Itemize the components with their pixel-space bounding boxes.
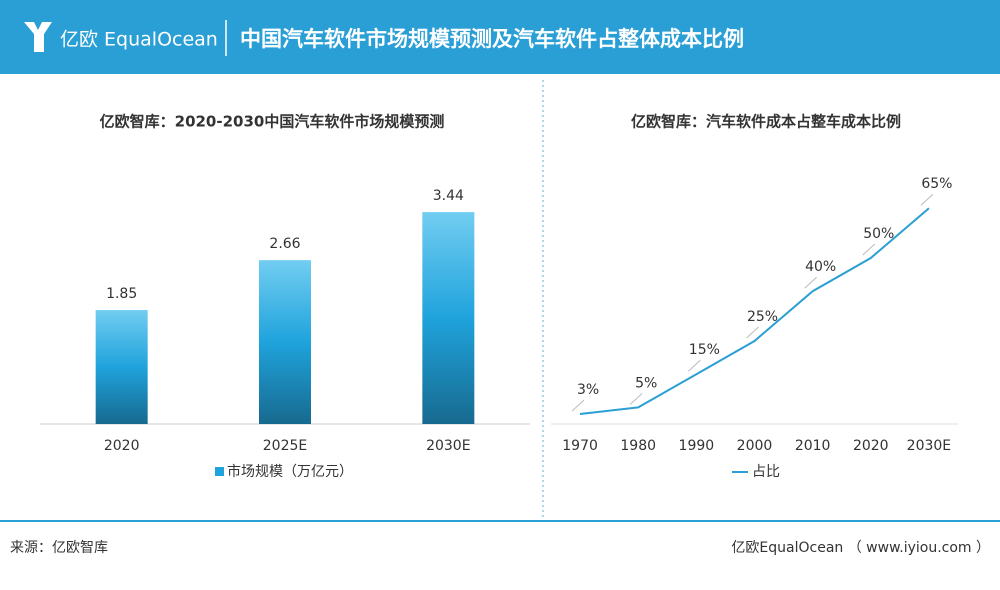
leader-line: [629, 393, 643, 405]
bar: [95, 310, 148, 424]
x-tick-label: 1980: [620, 438, 656, 454]
data-label: 5%: [635, 375, 657, 391]
legend-label: 占比: [752, 464, 780, 480]
x-tick-label: 2010: [795, 438, 831, 454]
legend-label: 市场规模（万亿元）: [227, 463, 353, 480]
chart-title: 亿欧智库：汽车软件成本占整车成本比例: [631, 113, 901, 131]
data-label: 3%: [577, 382, 599, 398]
data-label: 3.44: [433, 188, 464, 204]
leader-line: [804, 276, 817, 289]
data-label: 50%: [863, 226, 894, 242]
x-tick-label: 2020: [853, 438, 889, 454]
legend-swatch: [215, 467, 224, 476]
leader-line: [862, 243, 876, 256]
line: [579, 207, 930, 416]
logo-text: 亿欧 EqualOcean: [60, 29, 218, 51]
leader-line: [571, 399, 585, 412]
chart-title: 亿欧智库：2020-2030中国汽车软件市场规模预测: [100, 113, 445, 131]
x-tick-label: 1990: [679, 438, 715, 454]
x-tick-label: 1970: [562, 438, 598, 454]
bar: [422, 212, 475, 424]
x-tick-label: 2020: [104, 438, 140, 454]
x-tick-label: 2030E: [907, 438, 951, 454]
data-label: 1.85: [106, 286, 137, 302]
bar: [259, 260, 311, 424]
x-tick-label: 2000: [737, 438, 773, 454]
leader-line: [746, 326, 759, 339]
footer-brand: 亿欧EqualOcean （ www.iyiou.com ）: [731, 540, 990, 556]
leader-line: [920, 193, 934, 206]
data-label: 2.66: [269, 236, 300, 252]
header-bar: [0, 0, 1000, 74]
data-label: 15%: [689, 342, 720, 358]
data-label: 25%: [747, 309, 778, 325]
logo-icon: [24, 22, 52, 52]
footer-source: 来源：亿欧智库: [10, 540, 108, 556]
header-title: 中国汽车软件市场规模预测及汽车软件占整体成本比例: [240, 27, 744, 51]
data-label: 40%: [805, 259, 836, 275]
data-label: 65%: [921, 176, 952, 192]
x-tick-label: 2025E: [263, 438, 307, 454]
leader-line: [688, 359, 701, 372]
x-tick-label: 2030E: [426, 438, 470, 454]
